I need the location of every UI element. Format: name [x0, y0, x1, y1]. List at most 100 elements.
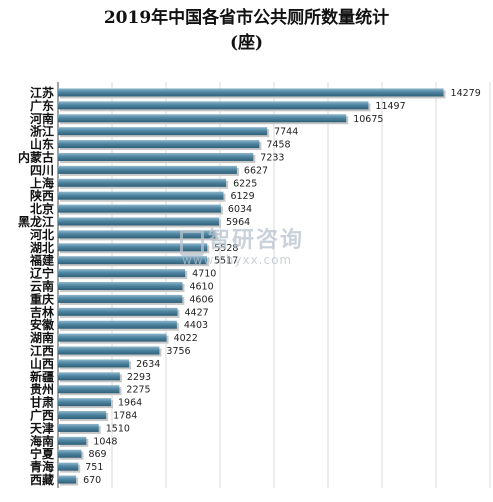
category-label: 浙江 [30, 124, 54, 139]
category-label: 新疆 [30, 369, 54, 384]
category-label: 西藏 [30, 472, 54, 487]
bar [58, 88, 444, 97]
bar [58, 191, 224, 200]
value-label: 6034 [228, 204, 252, 215]
bar [58, 475, 77, 484]
category-label: 贵州 [30, 382, 54, 397]
value-label: 10675 [353, 114, 383, 125]
value-label: 4610 [189, 282, 213, 293]
category-label: 福建 [29, 253, 55, 268]
value-label: 5528 [214, 243, 238, 254]
value-label: 670 [83, 475, 101, 486]
category-label: 重庆 [30, 291, 54, 306]
bar [58, 359, 130, 368]
value-label: 6129 [230, 191, 254, 202]
category-label: 上海 [30, 175, 54, 190]
bar [58, 333, 167, 342]
category-label: 甘肃 [30, 395, 54, 410]
bar [58, 269, 186, 278]
watermark-logo-icon [180, 230, 204, 256]
category-label: 山西 [30, 356, 54, 371]
value-label: 4710 [192, 269, 216, 280]
bar [58, 462, 79, 471]
value-label: 869 [88, 449, 106, 460]
value-label: 5964 [226, 217, 250, 228]
bar [58, 256, 207, 265]
category-label: 湖北 [30, 240, 54, 255]
value-label: 2634 [136, 359, 160, 370]
bar [58, 243, 208, 252]
value-label: 7233 [260, 152, 284, 163]
value-label: 4606 [189, 294, 213, 305]
bar [58, 178, 227, 187]
category-label: 江苏 [30, 85, 54, 100]
category-label: 广西 [30, 408, 54, 423]
bar [58, 114, 347, 123]
bar [58, 140, 260, 149]
category-label: 天津 [30, 420, 54, 435]
category-label: 陕西 [30, 188, 54, 203]
value-label: 1964 [118, 398, 142, 409]
category-label: 吉林 [30, 304, 54, 319]
watermark: 智研咨询 www.chyxx.com [150, 222, 350, 282]
bar [58, 411, 107, 420]
bar [58, 217, 220, 226]
value-label: 11497 [375, 101, 405, 112]
value-label: 7458 [266, 140, 290, 151]
bar [58, 230, 216, 239]
value-label: 5517 [214, 256, 238, 267]
watermark-name: 智研咨询 [208, 228, 305, 253]
value-label: 1048 [93, 436, 117, 447]
category-label: 宁夏 [30, 446, 55, 461]
category-label: 北京 [30, 201, 54, 216]
value-label: 1510 [106, 423, 130, 434]
chart-title-text: 2019年中国各省市公共厕所数量统计 [103, 8, 390, 28]
bars [58, 88, 446, 486]
bar [58, 307, 178, 316]
category-label: 山东 [30, 137, 54, 152]
value-label: 6627 [244, 165, 268, 176]
labels: 江苏 14279 广东 11497 河南 10675 浙江 7744 山东 7458 内蒙古 7233… [18, 85, 481, 487]
bar [58, 165, 237, 174]
value-label: 751 [85, 462, 103, 473]
chart-title: 2019年中国各省市公共厕所数量统计 (座) [0, 6, 493, 56]
value-label: 4427 [185, 307, 209, 318]
bar [58, 423, 99, 432]
category-label: 江西 [30, 343, 54, 358]
bar [58, 294, 183, 303]
bar [58, 346, 160, 355]
bar [58, 127, 268, 136]
value-label: 7744 [274, 127, 298, 138]
category-label: 海南 [30, 433, 54, 448]
bar [58, 320, 177, 329]
value-label: 4022 [174, 333, 198, 344]
bar [58, 449, 82, 458]
bar [58, 152, 254, 161]
category-label: 四川 [30, 163, 54, 177]
value-label: 14279 [451, 88, 481, 99]
bar [58, 101, 369, 110]
category-label: 湖南 [30, 330, 54, 345]
category-label: 广东 [30, 98, 54, 113]
bar [58, 436, 87, 445]
watermark-url: www.chyxx.com [182, 253, 293, 267]
value-label: 4403 [184, 320, 208, 331]
bar [58, 204, 221, 213]
value-label: 3756 [166, 346, 190, 357]
category-label: 黑龙江 [18, 214, 54, 229]
category-label: 河南 [29, 111, 54, 126]
value-label: 1784 [113, 411, 137, 422]
category-label: 内蒙古 [18, 149, 54, 164]
bar [58, 372, 120, 381]
category-label: 辽宁 [30, 266, 54, 281]
value-label: 2293 [127, 372, 151, 383]
category-label: 安徽 [30, 317, 55, 332]
category-label: 云南 [30, 279, 54, 294]
value-label: 6225 [233, 178, 257, 189]
category-label: 青海 [30, 459, 54, 474]
bar [58, 385, 120, 394]
chart-unit-label: (座) [229, 33, 264, 53]
category-label: 河北 [29, 227, 54, 242]
value-label: 2275 [126, 385, 150, 396]
